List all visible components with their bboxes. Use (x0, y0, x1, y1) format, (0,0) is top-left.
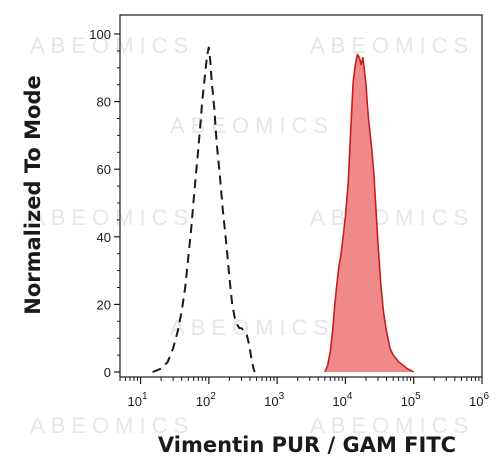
watermark-text: ABEOMICS (310, 33, 474, 58)
watermark-text: ABEOMICS (310, 413, 474, 438)
watermark-text: ABEOMICS (30, 33, 194, 58)
x-tick-label: 101 (128, 391, 148, 409)
watermark-text: ABEOMICS (30, 205, 194, 230)
filled-histogram-area (324, 54, 414, 373)
y-tick-label: 20 (97, 297, 111, 312)
y-axis-title: Normalized To Mode (21, 75, 45, 315)
ticks-layer: 0 20 40 60 80 100 101 102 103 104 105 106 (89, 27, 489, 409)
watermark-text: ABEOMICS (30, 413, 194, 438)
y-tick-label: 60 (97, 162, 111, 177)
x-tick-label: 104 (332, 391, 352, 409)
x-tick-label: 105 (401, 391, 421, 409)
y-tick-label: 0 (104, 365, 111, 380)
axes-layer (119, 14, 483, 378)
y-tick-label: 80 (97, 95, 111, 110)
series-layer (152, 46, 415, 373)
x-tick-label: 106 (469, 391, 489, 409)
plot-frame (119, 14, 483, 378)
watermark-layer: ABEOMICS ABEOMICS ABEOMICS ABEOMICS ABEOMICS… (30, 33, 474, 438)
y-tick-label: 100 (89, 27, 111, 42)
x-tick-label: 102 (196, 391, 216, 409)
x-tick-label: 103 (264, 391, 284, 409)
y-tick-label: 40 (97, 230, 111, 245)
watermark-text: ABEOMICS (170, 315, 334, 340)
filled-histogram-outline (324, 53, 415, 373)
dashed-histogram-line (152, 46, 256, 373)
watermark-text: ABEOMICS (310, 205, 474, 230)
watermark-text: ABEOMICS (170, 113, 334, 138)
x-axis-title: Vimentin PUR / GAM FITC (158, 433, 456, 457)
